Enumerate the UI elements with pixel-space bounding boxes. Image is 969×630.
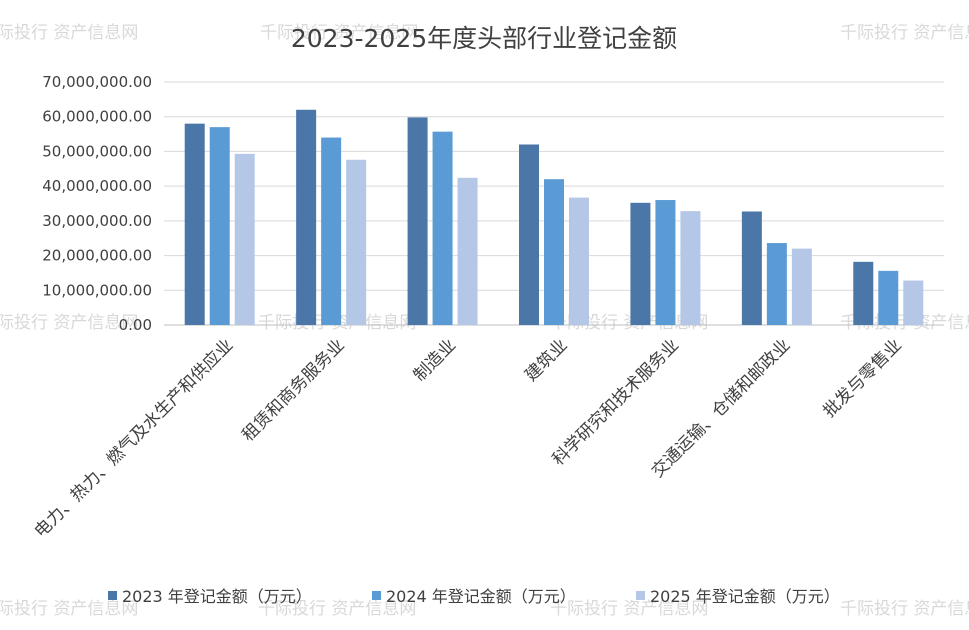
legend-label: 2023 年登记金额（万元） <box>122 587 312 606</box>
bar <box>655 200 676 325</box>
bar <box>630 202 651 325</box>
bar <box>519 144 539 325</box>
bar <box>407 117 428 325</box>
bar <box>853 261 874 325</box>
watermark-text: 千际投行 资产信息网 <box>840 23 969 43</box>
y-tick-label: 0.00 <box>119 316 152 334</box>
bar <box>878 270 899 325</box>
bar <box>903 280 924 325</box>
y-tick-label: 40,000,000.00 <box>42 177 152 195</box>
legend-label: 2024 年登记金额（万元） <box>386 587 576 606</box>
watermark-text: 千际投行 资产信息网 <box>0 313 138 333</box>
bar <box>321 137 342 325</box>
chart-title: 2023-2025年度头部行业登记金额 <box>291 24 677 53</box>
x-category-label: 租赁和商务服务业 <box>238 335 348 445</box>
x-axis-category-labels: 电力、热力、燃气及水生产和供应业 租赁和商务服务业 制造业 建筑业科学研究和技术服务业… <box>31 335 906 541</box>
watermark-text: 千际投行 资产信息网 <box>0 599 138 619</box>
bar <box>766 243 787 325</box>
x-category-label: 科学研究和技术服务业 <box>549 335 683 469</box>
y-tick-label: 50,000,000.00 <box>42 142 152 160</box>
y-tick-label: 20,000,000.00 <box>42 247 152 265</box>
bar <box>184 123 205 326</box>
watermark-text: 千际投行 资产信息网 <box>550 599 708 619</box>
y-tick-label: 10,000,000.00 <box>42 281 152 299</box>
watermark-text: 千际投行 资产信息网 <box>840 599 969 619</box>
bar <box>209 127 230 325</box>
x-category-label: 批发与零售业 <box>820 335 906 421</box>
x-category-label: 电力、热力、燃气及水生产和供应业 <box>31 335 237 541</box>
legend-swatch <box>372 591 381 600</box>
legend: 2023 年登记金额（万元） 2024 年登记金额（万元） 2025 年登记金额（万… <box>108 587 840 606</box>
y-axis-tick-labels: 0.00 10,000,000.00 20,000,000.00 30,000,000… <box>42 73 152 334</box>
legend-swatch <box>636 591 645 600</box>
bar <box>741 211 762 325</box>
y-tick-label: 60,000,000.00 <box>42 108 152 126</box>
bar <box>569 197 589 325</box>
legend-swatch <box>108 591 117 600</box>
bar <box>544 179 564 325</box>
bars <box>184 109 924 326</box>
bar <box>457 177 478 325</box>
bar <box>680 211 701 325</box>
bar <box>234 153 255 325</box>
bar <box>296 109 317 326</box>
y-tick-label: 70,000,000.00 <box>42 73 152 91</box>
x-category-label: 建筑业 <box>521 335 571 385</box>
watermark-text: 千际投行 资产信息网 <box>260 23 418 43</box>
bar <box>432 131 453 325</box>
x-category-label: 制造业 <box>410 335 460 385</box>
bar <box>791 248 812 325</box>
legend-label: 2025 年登记金额（万元） <box>650 587 840 606</box>
bar <box>346 159 367 325</box>
watermark-text: 千际投行 资产信息网 <box>258 599 416 619</box>
y-tick-label: 30,000,000.00 <box>42 212 152 230</box>
watermark-text: 千际投行 资产信息网 <box>0 23 138 43</box>
